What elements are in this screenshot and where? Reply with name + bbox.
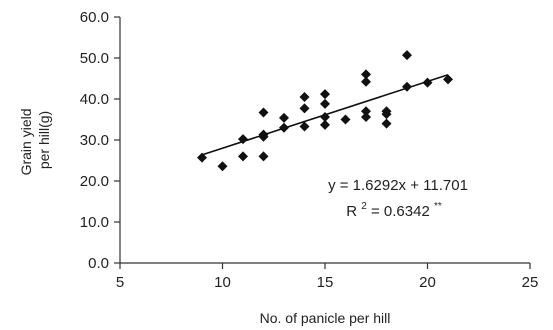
x-ticks: 5 10 15 20 25 xyxy=(116,263,539,291)
data-point xyxy=(258,107,269,118)
y-tick-label: 20.0 xyxy=(80,173,109,190)
r2-significance: ** xyxy=(434,201,442,212)
x-tick-label: 15 xyxy=(317,274,334,291)
y-tick-label: 50.0 xyxy=(80,50,109,67)
y-axis-title: Grain yield per hill(g) xyxy=(18,105,52,176)
regression-equation: y = 1.6292x + 11.701 xyxy=(328,177,468,194)
y-ticks: 0.0 10.0 20.0 30.0 40.0 50.0 60.0 xyxy=(80,9,120,272)
data-point xyxy=(279,122,289,133)
x-tick-label: 10 xyxy=(214,274,231,291)
data-point xyxy=(361,106,371,117)
data-point xyxy=(361,76,371,87)
x-tick-label: 20 xyxy=(419,274,436,291)
r2-prefix: R xyxy=(346,203,357,220)
data-point xyxy=(197,152,207,163)
data-point xyxy=(217,161,228,172)
data-point xyxy=(299,91,310,102)
data-point xyxy=(361,112,371,123)
r2-superscript: 2 xyxy=(361,201,367,212)
data-point xyxy=(320,98,330,109)
y-tick-label: 40.0 xyxy=(80,91,109,108)
y-axis-title-line-2: per hill(g) xyxy=(36,111,52,169)
data-point xyxy=(320,112,330,123)
data-point xyxy=(238,134,248,145)
y-tick-label: 60.0 xyxy=(80,9,109,26)
data-points xyxy=(197,50,453,172)
y-tick-label: 0.0 xyxy=(88,255,109,272)
data-point xyxy=(381,118,392,129)
data-point xyxy=(299,121,310,132)
data-point xyxy=(402,81,412,92)
y-tick-label: 10.0 xyxy=(80,214,109,231)
x-axis-title: No. of panicle per hill xyxy=(260,310,391,326)
data-point xyxy=(381,109,392,120)
r-squared-label: R 2 = 0.6342 ** xyxy=(346,196,442,220)
data-point xyxy=(279,112,289,123)
data-point xyxy=(361,69,371,80)
data-point xyxy=(320,89,330,100)
data-point xyxy=(422,77,433,88)
y-tick-label: 30.0 xyxy=(80,132,109,149)
x-tick-label: 25 xyxy=(522,274,539,291)
data-point xyxy=(258,131,269,142)
axes xyxy=(119,17,530,264)
data-point xyxy=(402,50,412,61)
x-tick-label: 5 xyxy=(116,274,124,291)
data-point xyxy=(320,119,330,130)
data-point xyxy=(443,74,453,85)
data-point xyxy=(238,151,248,162)
data-point xyxy=(299,103,310,114)
y-axis-title-line-1: Grain yield xyxy=(18,108,34,175)
data-point xyxy=(340,114,351,125)
data-point xyxy=(258,151,269,162)
r2-value: = 0.6342 xyxy=(371,203,430,220)
